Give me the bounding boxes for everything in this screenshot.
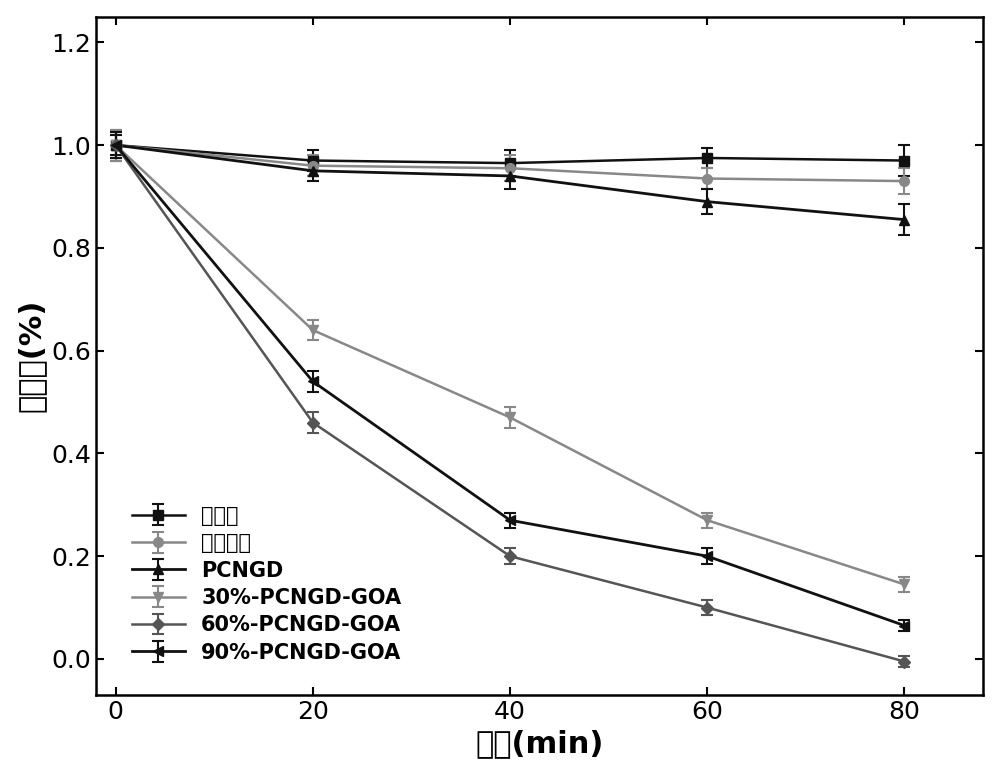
Legend: 光控制, 黑暗控制, PCNGD, 30%-PCNGD-GOA, 60%-PCNGD-GOA, 90%-PCNGD-GOA: 光控制, 黑暗控制, PCNGD, 30%-PCNGD-GOA, 60%-PCN…	[124, 498, 410, 671]
X-axis label: 时间(min): 时间(min)	[475, 729, 604, 758]
Y-axis label: 存活率(%): 存活率(%)	[17, 299, 46, 412]
